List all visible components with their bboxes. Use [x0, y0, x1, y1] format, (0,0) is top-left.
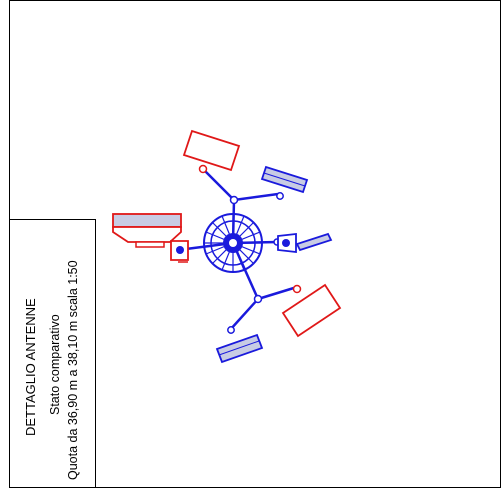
dish-mount — [135, 241, 165, 248]
dish-body — [112, 226, 182, 243]
title-block: DETTAGLIO ANTENNE Stato comparativo Quot… — [9, 219, 96, 488]
dish-top — [112, 213, 182, 228]
panel-antenna-existing-upper-right — [260, 165, 309, 200]
arm-lower — [229, 242, 260, 331]
arm-lower-right — [257, 285, 298, 301]
title-block-frame — [9, 219, 96, 488]
central-pole — [203, 213, 263, 273]
panel-antenna-new-lower-right — [281, 283, 342, 338]
arm-joint — [253, 294, 263, 304]
arm-upper — [202, 168, 236, 244]
title-line-3: Quota da 36,90 m a 38,10 m scala 1:50 — [66, 260, 80, 480]
antenna-plan — [112, 129, 342, 364]
dish-antenna-new-left — [112, 213, 189, 263]
title-line-2: Stato comparativo — [48, 314, 62, 415]
arm-joints — [229, 195, 281, 304]
title-line-1: DETTAGLIO ANTENNE — [23, 298, 38, 436]
arm-joint — [229, 195, 239, 205]
panel-antenna-existing-lower — [215, 326, 264, 364]
panel-antenna-existing-right — [277, 232, 333, 254]
pole-core-hole — [229, 239, 237, 247]
arm-upper-right — [233, 192, 279, 202]
panel-antenna-new-top — [182, 129, 241, 174]
